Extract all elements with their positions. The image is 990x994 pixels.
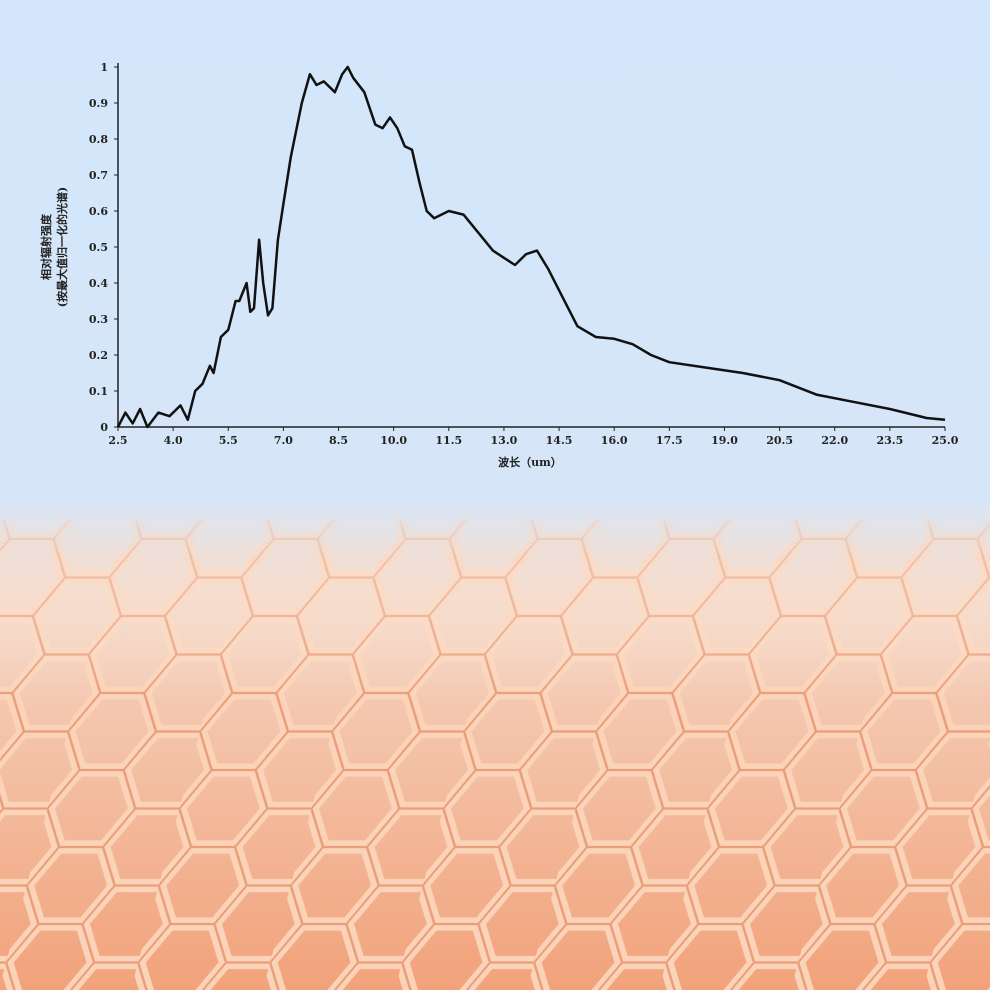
spectrum-line — [116, 65, 946, 429]
y-tick-label: 1 — [100, 61, 108, 74]
x-tick-label: 17.5 — [656, 434, 683, 447]
x-tick-label: 8.5 — [329, 434, 348, 447]
y-tick-label: 0.6 — [89, 205, 108, 218]
y-tick-label: 0.7 — [89, 169, 108, 182]
x-tick-label: 16.0 — [601, 434, 628, 447]
x-tick-label: 25.0 — [932, 434, 959, 447]
x-tick-label: 5.5 — [219, 434, 238, 447]
x-tick-label: 10.0 — [380, 434, 407, 447]
x-tick-label: 14.5 — [546, 434, 573, 447]
x-tick-label: 20.5 — [766, 434, 793, 447]
y-tick-label: 0.5 — [89, 241, 108, 254]
x-tick-label: 4.0 — [164, 434, 183, 447]
y-tick-label: 0.1 — [89, 385, 108, 398]
x-tick-label: 22.0 — [821, 434, 848, 447]
y-axis-label: (按最大值归一化的光谱) — [55, 187, 69, 307]
x-tick-label: 11.5 — [435, 434, 462, 447]
y-tick-label: 0.8 — [89, 133, 108, 146]
y-axis-label: 相对辐射强度 — [39, 213, 53, 280]
mesh-fade — [0, 500, 990, 700]
y-tick-label: 0.2 — [89, 349, 108, 362]
x-tick-label: 7.0 — [274, 434, 293, 447]
x-axis-label: 波长（um） — [498, 455, 562, 469]
x-tick-label: 13.0 — [491, 434, 518, 447]
y-tick-label: 0.3 — [89, 313, 108, 326]
x-tick-label: 19.0 — [711, 434, 738, 447]
y-tick-label: 0.9 — [89, 97, 108, 110]
x-tick-label: 23.5 — [876, 434, 903, 447]
y-tick-label: 0.4 — [89, 277, 108, 290]
y-tick-label: 0 — [100, 421, 108, 434]
x-tick-label: 2.5 — [108, 434, 127, 447]
